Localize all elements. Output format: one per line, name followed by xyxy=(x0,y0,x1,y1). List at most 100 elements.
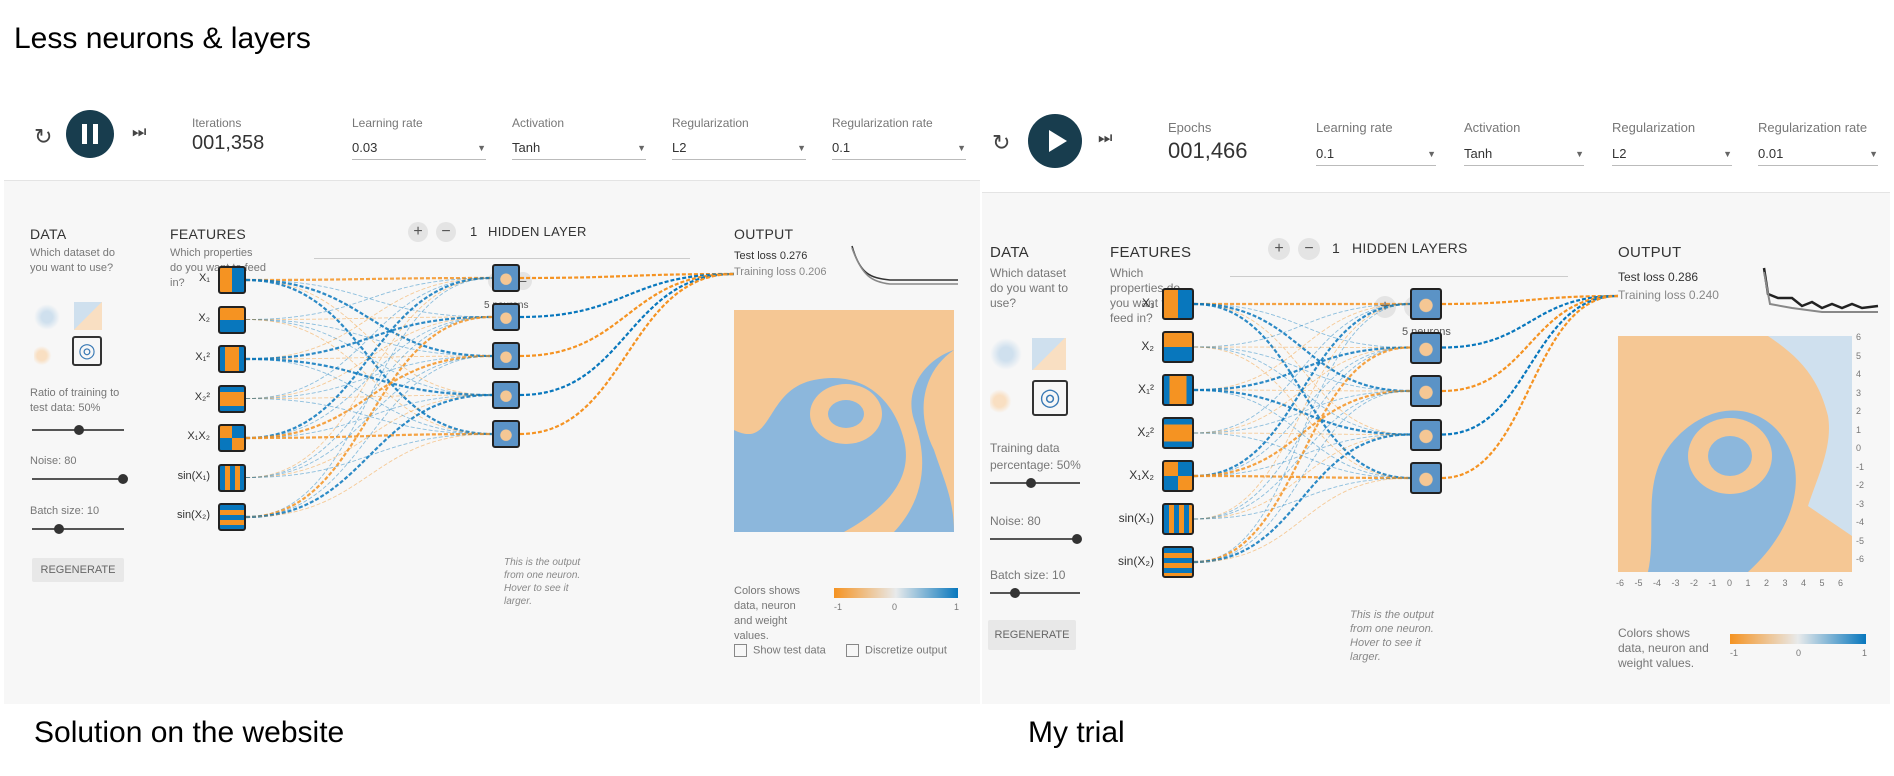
ratio-slider[interactable] xyxy=(32,425,124,435)
feature-box[interactable] xyxy=(218,503,246,531)
weight-link[interactable] xyxy=(1193,390,1411,520)
weight-link[interactable] xyxy=(1193,303,1411,434)
show-test-checkbox[interactable]: Show test data xyxy=(734,644,826,657)
weight-link[interactable] xyxy=(245,277,493,399)
weight-link[interactable] xyxy=(245,276,493,282)
feature-box[interactable] xyxy=(1162,331,1194,363)
weight-link[interactable] xyxy=(1193,474,1411,480)
weight-link[interactable] xyxy=(245,316,493,439)
noise-slider[interactable] xyxy=(32,474,128,484)
weight-link[interactable] xyxy=(1193,434,1411,477)
weight-link[interactable] xyxy=(245,355,493,478)
weight-link[interactable] xyxy=(245,319,493,435)
reg-rate-select[interactable]: 0.01 ▼ xyxy=(1758,146,1878,166)
step-icon[interactable]: ⏭ xyxy=(132,124,147,141)
regenerate-button[interactable]: REGENERATE xyxy=(32,558,124,582)
output-link[interactable] xyxy=(519,272,735,358)
weight-link[interactable] xyxy=(1193,303,1411,563)
batch-slider[interactable] xyxy=(990,588,1080,598)
neuron[interactable] xyxy=(492,303,520,331)
weight-link[interactable] xyxy=(1193,477,1411,520)
neuron[interactable] xyxy=(492,264,520,292)
remove-layer-button[interactable]: − xyxy=(436,222,456,242)
weight-link[interactable] xyxy=(1193,303,1411,348)
reset-icon[interactable]: ↻ xyxy=(34,124,53,149)
weight-link[interactable] xyxy=(245,354,493,440)
output-link[interactable] xyxy=(519,272,735,397)
dataset-gauss-icon[interactable] xyxy=(34,340,60,366)
feature-box[interactable] xyxy=(218,463,246,492)
weight-link[interactable] xyxy=(1193,346,1411,392)
reset-icon[interactable]: ↻ xyxy=(992,130,1011,155)
weight-link[interactable] xyxy=(1193,303,1411,348)
weight-link[interactable] xyxy=(245,277,493,518)
output-link[interactable] xyxy=(1441,294,1619,436)
add-layer-button[interactable]: + xyxy=(408,222,428,242)
remove-layer-button[interactable]: − xyxy=(1298,238,1320,260)
weight-link[interactable] xyxy=(245,279,493,396)
weight-link[interactable] xyxy=(1193,390,1411,563)
weight-link[interactable] xyxy=(1193,302,1411,393)
weight-link[interactable] xyxy=(245,433,493,518)
batch-knob[interactable] xyxy=(1010,588,1020,598)
feature-box[interactable] xyxy=(1162,417,1194,449)
weight-link[interactable] xyxy=(245,315,493,519)
feature-box[interactable] xyxy=(218,384,246,413)
activation-select[interactable]: Tanh ▼ xyxy=(1464,146,1584,166)
pause-button[interactable] xyxy=(66,110,114,158)
weight-link[interactable] xyxy=(1193,347,1411,477)
weight-link[interactable] xyxy=(245,394,493,478)
feature-box[interactable] xyxy=(1162,288,1194,320)
step-icon[interactable]: ⏭ xyxy=(1098,130,1113,147)
weight-link[interactable] xyxy=(1193,347,1411,434)
weight-link[interactable] xyxy=(1193,389,1411,478)
weight-link[interactable] xyxy=(245,319,493,396)
noise-slider[interactable] xyxy=(990,534,1082,544)
weight-link[interactable] xyxy=(1193,388,1411,436)
dataset-xor-icon[interactable] xyxy=(74,302,102,330)
output-link[interactable] xyxy=(519,272,735,319)
weight-link[interactable] xyxy=(1193,346,1411,348)
weight-link[interactable] xyxy=(1193,302,1411,478)
dataset-spiral-icon[interactable]: ◎ xyxy=(72,336,102,366)
weight-link[interactable] xyxy=(245,316,493,399)
learning-rate-select[interactable]: 0.03 ▼ xyxy=(352,140,486,160)
output-link[interactable] xyxy=(1441,294,1619,306)
batch-knob[interactable] xyxy=(54,524,64,534)
discretize-checkbox[interactable]: Discretize output xyxy=(846,644,947,657)
ratio-knob[interactable] xyxy=(1026,478,1036,488)
weight-link[interactable] xyxy=(1193,303,1411,435)
weight-link[interactable] xyxy=(1193,346,1411,479)
weight-link[interactable] xyxy=(1193,432,1411,435)
feature-box[interactable] xyxy=(1162,503,1194,535)
play-button[interactable] xyxy=(1028,114,1082,168)
weight-link[interactable] xyxy=(1193,389,1411,479)
neuron[interactable] xyxy=(1410,418,1442,451)
dataset-spiral-icon[interactable]: ◎ xyxy=(1032,380,1068,416)
dataset-circle-icon[interactable] xyxy=(34,304,60,330)
weight-link[interactable] xyxy=(245,277,493,478)
weight-link[interactable] xyxy=(1193,390,1411,434)
weight-link[interactable] xyxy=(245,316,493,320)
feature-box[interactable] xyxy=(218,424,246,452)
weight-link[interactable] xyxy=(1193,434,1411,520)
weight-link[interactable] xyxy=(245,358,493,435)
neuron[interactable] xyxy=(1410,331,1442,364)
activation-select[interactable]: Tanh ▼ xyxy=(512,140,646,160)
output-link[interactable] xyxy=(1441,294,1619,393)
regularization-select[interactable]: L2 ▼ xyxy=(1612,146,1732,166)
feature-box[interactable] xyxy=(1162,460,1194,492)
weight-link[interactable] xyxy=(245,316,493,478)
dataset-xor-icon[interactable] xyxy=(1032,338,1066,370)
learning-rate-select[interactable]: 0.1 ▼ xyxy=(1316,146,1436,166)
weight-link[interactable] xyxy=(1193,346,1411,564)
weight-link[interactable] xyxy=(1193,432,1411,479)
neuron[interactable] xyxy=(492,381,520,409)
weight-link[interactable] xyxy=(1193,347,1411,520)
weight-link[interactable] xyxy=(245,393,493,519)
weight-link[interactable] xyxy=(245,277,493,360)
feature-box[interactable] xyxy=(218,266,246,294)
feature-box[interactable] xyxy=(1162,374,1194,406)
output-link[interactable] xyxy=(519,272,735,436)
weight-link[interactable] xyxy=(1193,433,1411,564)
